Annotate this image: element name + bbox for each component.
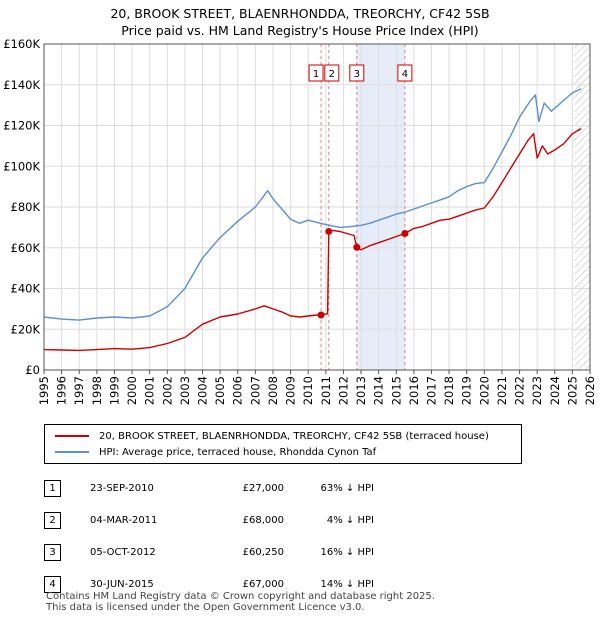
x-tick-label: 1998 bbox=[90, 376, 104, 405]
x-tick-label: 2007 bbox=[248, 376, 262, 405]
x-tick-label: 2014 bbox=[372, 376, 386, 405]
transaction-badge: 4 bbox=[44, 575, 61, 593]
transaction-price: £67,000 bbox=[242, 578, 284, 590]
legend: 20, BROOK STREET, BLAENRHONDDA, TREORCHY… bbox=[44, 424, 522, 464]
y-tick-label: £140K bbox=[3, 78, 40, 92]
x-tick-label: 1995 bbox=[37, 376, 51, 405]
transaction-date: 30-JUN-2015 bbox=[90, 578, 154, 590]
table-row: 3 05-OCT-2012 £60,250 16% ↓ HPI bbox=[44, 536, 374, 568]
transaction-date: 23-SEP-2010 bbox=[90, 482, 154, 494]
transaction-date: 05-OCT-2012 bbox=[90, 546, 156, 558]
transaction-hpi: 16% ↓ HPI bbox=[320, 546, 374, 558]
x-tick-label: 2001 bbox=[143, 376, 157, 405]
x-tick-label: 2003 bbox=[178, 376, 192, 405]
chart-subtitle: Price paid vs. HM Land Registry's House … bbox=[121, 23, 479, 38]
transaction-badge: 1 bbox=[44, 479, 61, 497]
x-tick-label: 2012 bbox=[336, 376, 350, 405]
price-chart: £0 £20K £40K £60K £80K £100K £120K £140K £160K 19… bbox=[3, 37, 597, 405]
transaction-price: £27,000 bbox=[242, 482, 284, 494]
plot-frame bbox=[43, 43, 591, 371]
transaction-badge: 2 bbox=[44, 511, 61, 529]
x-tick-label: 2010 bbox=[301, 376, 315, 405]
transaction-point-2 bbox=[325, 227, 333, 235]
table-row: 4 30-JUN-2015 £67,000 14% ↓ HPI bbox=[44, 568, 374, 600]
x-tick-label: 2020 bbox=[477, 376, 491, 405]
marker-box-4 bbox=[397, 64, 413, 82]
transaction-badge: 3 bbox=[44, 543, 61, 561]
transaction-date: 04-MAR-2011 bbox=[90, 514, 158, 526]
x-tick-label: 1999 bbox=[107, 376, 121, 405]
x-tick-label: 2015 bbox=[389, 376, 403, 405]
x-tick-label: 2018 bbox=[442, 376, 456, 405]
x-tick-label: 2013 bbox=[354, 376, 368, 405]
transaction-price: £68,000 bbox=[242, 514, 284, 526]
marker-label-1: 1 bbox=[313, 69, 319, 80]
table-row: 2 04-MAR-2011 £68,000 4% ↓ HPI bbox=[44, 504, 374, 536]
legend-item-hpi: HPI: Average price, terraced house, Rhon… bbox=[55, 445, 376, 459]
x-tick-label: 2024 bbox=[548, 376, 562, 405]
legend-swatch-hpi bbox=[55, 451, 89, 453]
x-tick-label: 2008 bbox=[266, 376, 280, 405]
transaction-hpi: 63% ↓ HPI bbox=[320, 482, 374, 494]
x-tick-label: 2002 bbox=[160, 376, 174, 405]
transaction-point-1 bbox=[317, 311, 325, 319]
x-tick-label: 2022 bbox=[513, 376, 527, 405]
x-tick-label: 2025 bbox=[565, 376, 579, 405]
x-tick-label: 2017 bbox=[424, 376, 438, 405]
transaction-price: £60,250 bbox=[242, 546, 284, 558]
x-tick-label: 1996 bbox=[55, 376, 69, 405]
y-tick-label: £80K bbox=[11, 200, 41, 214]
table-row: 1 23-SEP-2010 £27,000 63% ↓ HPI bbox=[44, 472, 374, 504]
footer-license: This data is licensed under the Open Gov… bbox=[46, 602, 365, 613]
transactions-table: 1 23-SEP-2010 £27,000 63% ↓ HPI 2 04-MAR… bbox=[44, 472, 374, 600]
y-tick-label: £100K bbox=[3, 159, 40, 173]
marker-box-3 bbox=[349, 64, 365, 82]
legend-label-hpi: HPI: Average price, terraced house, Rhon… bbox=[99, 446, 377, 458]
x-tick-label: 2000 bbox=[125, 376, 139, 405]
transaction-hpi: 4% ↓ HPI bbox=[326, 514, 374, 526]
x-tick-label: 2006 bbox=[231, 376, 245, 405]
legend-label-price: 20, BROOK STREET, BLAENRHONDDA, TREORCHY… bbox=[99, 430, 489, 442]
marker-label-3: 3 bbox=[354, 69, 360, 80]
y-tick-label: £40K bbox=[11, 282, 41, 296]
hpi-line bbox=[43, 88, 582, 321]
y-tick-label: £0 bbox=[25, 363, 40, 377]
x-tick-label: 1997 bbox=[72, 376, 86, 405]
legend-item-price: 20, BROOK STREET, BLAENRHONDDA, TREORCHY… bbox=[55, 429, 489, 443]
y-tick-label: £160K bbox=[3, 37, 40, 51]
y-tick-label: £20K bbox=[11, 322, 41, 336]
transaction-point-3 bbox=[353, 243, 361, 251]
marker-box-2 bbox=[324, 64, 340, 82]
x-tick-label: 2026 bbox=[583, 376, 597, 405]
marker-label-2: 2 bbox=[329, 69, 335, 80]
x-tick-label: 2005 bbox=[213, 376, 227, 405]
marker-box-1 bbox=[308, 64, 324, 82]
x-tick-label: 2016 bbox=[407, 376, 421, 405]
legend-swatch-price bbox=[55, 435, 89, 437]
transaction-hpi: 14% ↓ HPI bbox=[320, 578, 374, 590]
footer: Contains HM Land Registry data © Crown c… bbox=[46, 591, 435, 613]
y-tick-label: £120K bbox=[3, 119, 40, 133]
marker-label-4: 4 bbox=[402, 69, 408, 80]
x-tick-label: 2021 bbox=[495, 376, 509, 405]
x-tick-label: 2011 bbox=[319, 376, 333, 405]
transaction-point-4 bbox=[401, 229, 409, 237]
x-tick-label: 2004 bbox=[196, 376, 210, 405]
x-tick-label: 2009 bbox=[284, 376, 298, 405]
chart-title: 20, BROOK STREET, BLAENRHONDDA, TREORCHY… bbox=[110, 6, 490, 21]
price-paid-line bbox=[43, 127, 582, 352]
x-tick-label: 2023 bbox=[530, 376, 544, 405]
x-tick-label: 2019 bbox=[460, 376, 474, 405]
y-tick-label: £60K bbox=[11, 241, 41, 255]
footer-copyright: Contains HM Land Registry data © Crown c… bbox=[46, 591, 435, 602]
